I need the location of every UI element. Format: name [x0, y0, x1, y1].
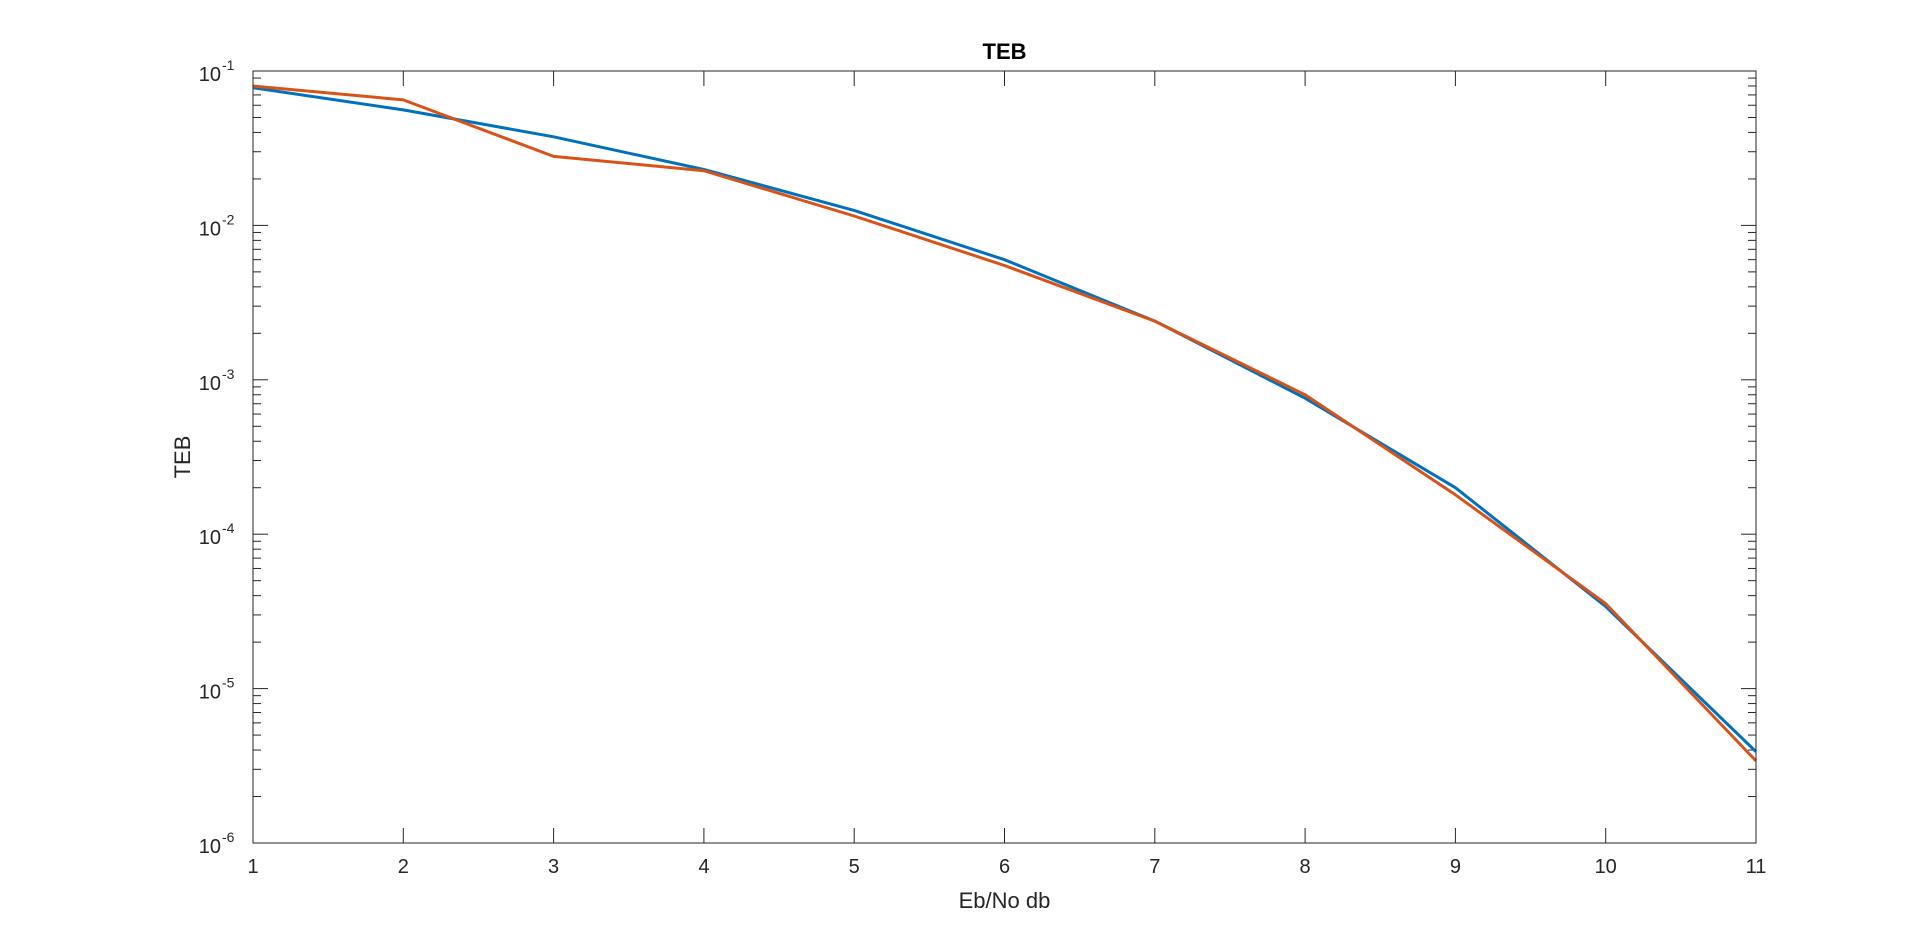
- x-tick-label: 9: [1450, 856, 1461, 878]
- x-tick-label: 10: [1595, 856, 1617, 878]
- x-axis-label: Eb/No db: [959, 888, 1051, 913]
- x-tick-label: 6: [999, 856, 1010, 878]
- x-tick-label: 11: [1746, 856, 1767, 878]
- y-tick-exponent: -6: [222, 829, 235, 845]
- y-tick-base: 10: [199, 527, 221, 549]
- y-tick-exponent: -5: [222, 675, 235, 691]
- y-tick-label: 10 -5: [199, 675, 235, 704]
- y-tick-label: 10 -2: [199, 211, 235, 240]
- y-tick-label: 10 -3: [199, 366, 235, 395]
- x-tick-label: 4: [698, 856, 709, 878]
- x-tick-label: 3: [548, 856, 559, 878]
- y-tick-base: 10: [199, 218, 221, 240]
- series-line-2: [252, 84, 1758, 762]
- y-tick-base: 10: [199, 373, 221, 395]
- x-tick-label: 7: [1149, 856, 1160, 878]
- x-tick-label: 1: [247, 856, 258, 878]
- y-tick-base: 10: [199, 682, 221, 704]
- x-tick-label: 2: [398, 856, 409, 878]
- y-tick-label: 10 -4: [199, 520, 235, 549]
- series-line-1: [252, 86, 1758, 753]
- y-tick-exponent: -2: [222, 211, 235, 227]
- y-tick-base: 10: [199, 64, 221, 86]
- y-tick-exponent: -1: [222, 57, 235, 73]
- series-layer: [252, 84, 1758, 762]
- axes-box: [252, 70, 1757, 844]
- x-tick-label: 8: [1300, 856, 1311, 878]
- y-tick-exponent: -3: [222, 366, 235, 382]
- chart-title: TEB: [983, 39, 1027, 64]
- y-tick-label: 10 -6: [199, 829, 235, 858]
- y-tick-label: 10 -1: [199, 57, 235, 86]
- y-axis-label: TEB: [170, 436, 195, 479]
- y-tick-base: 10: [199, 836, 221, 858]
- x-tick-label: 5: [849, 856, 860, 878]
- y-tick-exponent: -4: [222, 520, 235, 536]
- plot-area: [253, 71, 1756, 843]
